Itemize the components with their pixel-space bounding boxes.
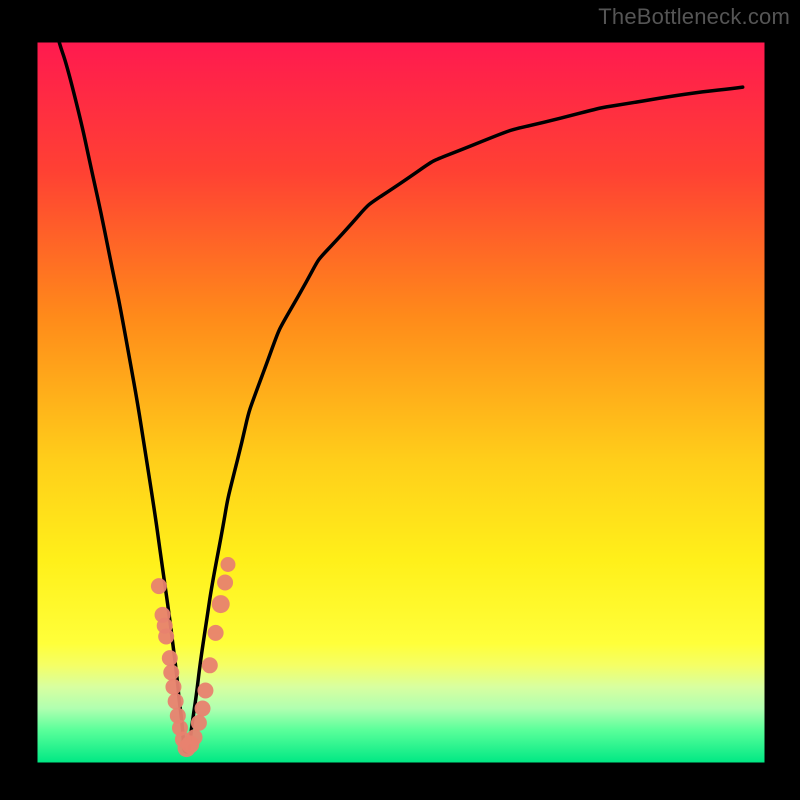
chart-canvas: TheBottleneck.com: [0, 0, 800, 800]
data-marker: [202, 657, 218, 673]
data-marker: [158, 629, 174, 645]
data-marker: [208, 625, 224, 641]
data-marker: [195, 701, 211, 717]
data-marker: [187, 729, 203, 745]
data-marker: [197, 683, 213, 699]
watermark-text: TheBottleneck.com: [598, 4, 790, 30]
gradient-background: [38, 43, 765, 763]
data-marker: [217, 575, 233, 591]
data-marker: [220, 557, 235, 572]
bottleneck-chart-svg: [0, 0, 800, 800]
data-marker: [212, 595, 230, 613]
data-marker: [168, 693, 184, 709]
data-marker: [151, 578, 167, 594]
data-marker: [163, 665, 179, 681]
plot-area: [38, 43, 765, 763]
data-marker: [191, 715, 207, 731]
data-marker: [165, 679, 181, 695]
data-marker: [162, 650, 178, 666]
